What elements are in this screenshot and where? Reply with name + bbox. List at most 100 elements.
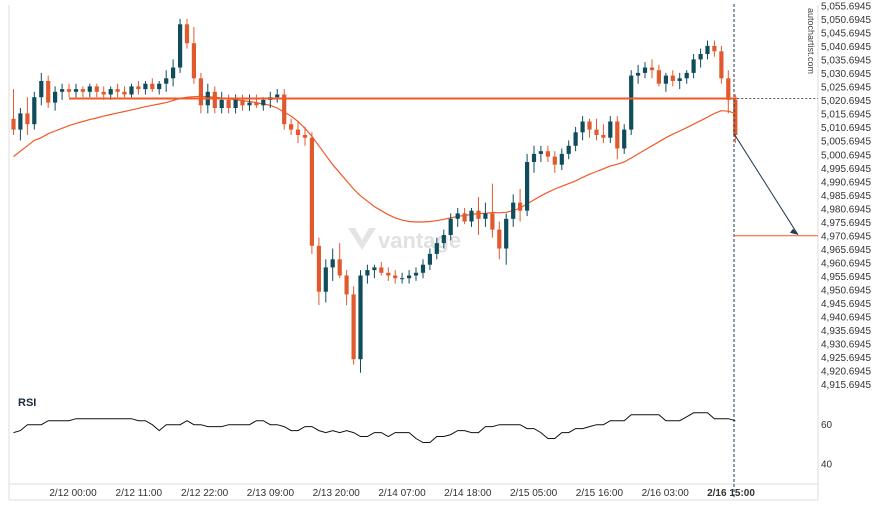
bullish-candle [538,145,543,162]
candle-body [733,99,738,135]
candle-body [136,86,141,90]
bearish-candle [150,78,155,92]
bullish-candle [219,91,224,114]
candle-body [219,99,224,108]
bullish-candle [455,208,460,227]
candle-body [365,270,370,276]
candle-body [80,89,85,92]
candle-body [171,67,176,79]
time-tick-label: 2/14 07:00 [378,488,426,499]
candle-body [11,118,16,130]
bearish-candle [80,86,85,98]
bullish-candle [469,208,474,227]
price-tick-label: 4,980.6945 [821,204,871,215]
bearish-candle [594,118,599,141]
price-tick-label: 5,050.6945 [821,15,871,26]
price-tick-label: 4,985.6945 [821,191,871,202]
price-tick-label: 4,955.6945 [821,272,871,283]
price-tick-label: 4,945.6945 [821,299,871,310]
bearish-candle [379,262,384,276]
bullish-candle [32,91,37,130]
candle-body [226,99,231,108]
candle-body [46,81,51,103]
rsi-tick-label: 40 [821,460,833,471]
candle-body [393,275,398,279]
bullish-candle [164,70,169,92]
candle-body [698,54,703,60]
bearish-candle [462,208,467,225]
price-tick-label: 4,940.6945 [821,312,871,323]
candle-body [53,91,58,103]
price-tick-label: 5,015.6945 [821,110,871,121]
candle-body [663,75,668,84]
bearish-candle [587,118,592,138]
bullish-candle [663,72,668,92]
candle-body [636,72,641,76]
price-tick-label: 5,045.6945 [821,29,871,40]
bearish-candle [712,40,717,57]
bearish-candle [351,286,356,365]
candle-body [573,132,578,146]
bearish-candle [226,94,231,114]
bearish-candle [337,243,342,279]
candle-body [552,156,557,165]
bullish-candle [330,248,335,281]
candle-body [629,75,634,130]
candle-body [164,78,169,84]
candle-body [108,89,113,95]
candle-body [129,86,134,95]
rsi-label: RSI [18,397,36,409]
candle-body [455,213,460,219]
bearish-candle [476,197,481,235]
bullish-candle [247,94,252,111]
candle-body [705,45,710,54]
watermark-center: vantage [348,228,461,253]
rsi-axis: 60 40 [821,420,833,471]
candle-body [178,24,183,68]
bearish-candle [726,70,731,114]
candle-body [115,89,120,92]
candle-body [566,145,571,154]
bearish-candle [240,94,245,111]
bullish-candle [622,124,627,154]
bearish-candle [552,151,557,173]
bullish-candle [642,62,648,79]
candle-body [497,229,502,249]
price-tick-label: 5,010.6945 [821,123,871,134]
bullish-candle [60,83,65,100]
bearish-candle [136,81,141,95]
candle-body [525,162,530,211]
bearish-candle [289,118,294,135]
candle-body [413,272,419,276]
bullish-candle [323,259,328,303]
price-tick-label: 4,935.6945 [821,326,871,337]
bullish-candle [87,83,92,98]
bearish-candle [670,70,675,87]
candle-body [289,124,294,130]
candle-body [407,275,412,279]
bullish-candle [143,81,148,95]
rsi-line [13,412,736,443]
rsi-layer [13,412,736,443]
candle-body [157,83,162,90]
candle-body [372,267,377,271]
bearish-candle [295,121,301,144]
price-tick-label: 4,960.6945 [821,258,871,269]
moving-average-layer [13,95,736,223]
bearish-candle [66,83,72,98]
bullish-candle [573,126,578,152]
bearish-candle [184,18,190,49]
candle-body [518,202,523,211]
bearish-candle [46,75,51,108]
bearish-candle [601,124,606,144]
watermark-logo-icon [348,228,376,250]
candle-body [323,267,328,292]
bearish-candle [309,132,314,254]
bearish-candle [344,270,349,306]
bearish-candle [94,83,99,98]
candle-body [441,235,446,244]
candle-body [87,86,92,92]
price-tick-label: 4,965.6945 [821,245,871,256]
bearish-candle [254,94,259,108]
